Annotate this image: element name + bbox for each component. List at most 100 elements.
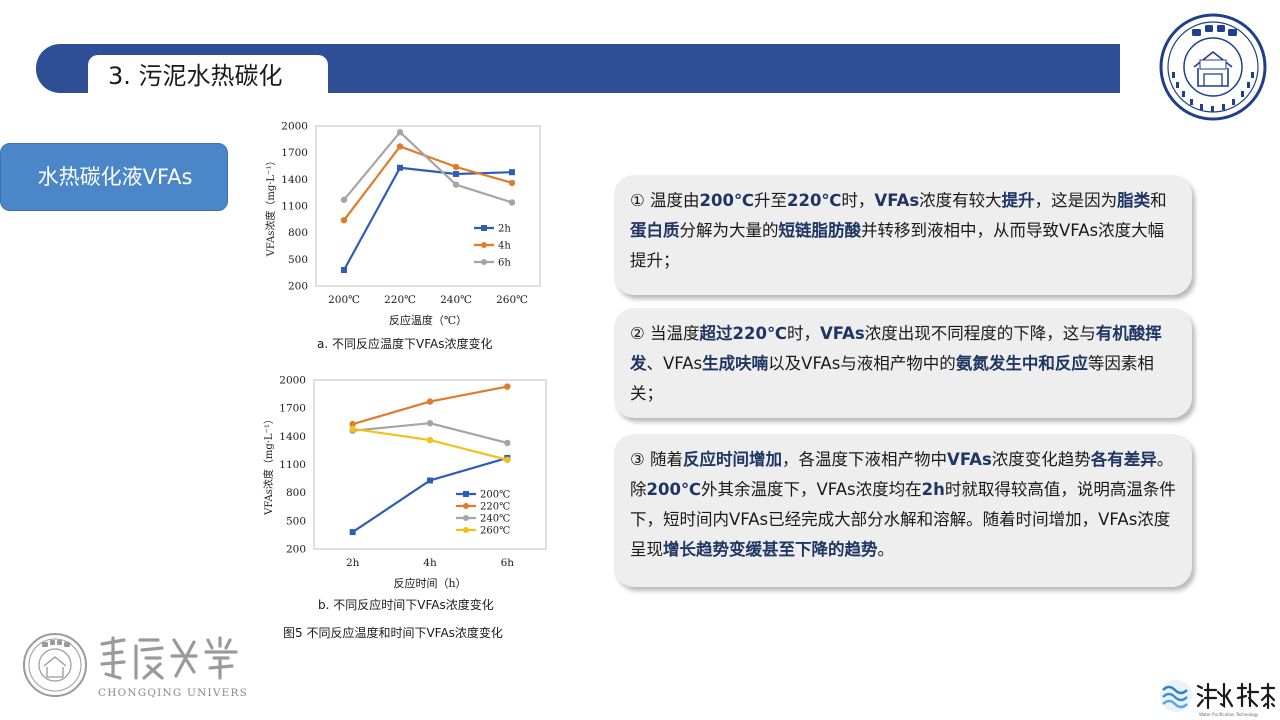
- legend-marker: [481, 225, 487, 231]
- data-point: [427, 477, 433, 484]
- vfa-badge-label: 水热碳化液VFAs: [37, 165, 193, 189]
- note-keyword: 反应时间增加: [683, 450, 783, 469]
- plot-frame: [313, 379, 547, 550]
- data-point: [504, 383, 511, 390]
- note-card-time-effect: ③ 随着反应时间增加，各温度下液相产物中VFAs浓度变化趋势各有差异。除200℃…: [614, 434, 1192, 587]
- chart-a-caption: a. 不同反应温度下VFAs浓度变化: [317, 337, 493, 351]
- data-point: [452, 163, 460, 171]
- note-phrase: 浓度变化趋势: [991, 450, 1091, 469]
- note-phrase: 时，: [841, 191, 875, 210]
- note-phrase: 以及VFAs与液相产物中的: [768, 354, 956, 373]
- note-keyword: 蛋白质: [630, 221, 680, 240]
- data-point: [349, 420, 356, 428]
- figure-caption: 图5 不同反应温度和时间下VFAs浓度变化: [283, 626, 503, 640]
- data-point: [340, 196, 348, 203]
- legend-label: 6h: [498, 258, 511, 269]
- series-line-2h: [343, 166, 513, 271]
- note-phrase: 、VFAs: [646, 354, 703, 373]
- note-keyword: 脂类: [1117, 191, 1151, 210]
- y-tick-label: 500: [286, 515, 306, 527]
- series-line-4h: [343, 145, 513, 221]
- series-line-6h: [343, 131, 513, 204]
- university-seal-logo: [1159, 13, 1267, 121]
- legend-label: 200℃: [480, 490, 510, 501]
- note-phrase: 浓度有较大: [919, 191, 1002, 210]
- x-tick-label: 2h: [346, 557, 360, 569]
- note-card-temperature-rise: ① 温度由200℃升至220℃时，VFAs浓度有较大提升，这是因为脂类和蛋白质分…: [614, 175, 1192, 295]
- x-axis-title: 反应温度（℃）: [389, 313, 467, 327]
- y-tick-label: 2000: [281, 121, 308, 133]
- x-axis-title: 反应时间（h）: [393, 576, 466, 590]
- legend-marker: [463, 503, 469, 509]
- chart-temperature-vfa: 200 500 800 1100 1400 1700 2000 200℃ 220℃ 240℃ 260…: [264, 121, 541, 327]
- y-tick-label: 500: [288, 254, 308, 266]
- x-tick-label: 6h: [501, 557, 515, 569]
- x-tick-label: 240℃: [440, 294, 472, 306]
- note-phrase: 升至: [753, 191, 787, 210]
- note-keyword: 200℃: [699, 191, 754, 210]
- note-text: ① 温度由200℃升至220℃时，VFAs浓度有较大提升，这是因为脂类和蛋白质分…: [630, 186, 1178, 276]
- y-tick-label: 2000: [279, 375, 306, 387]
- university-wordmark: CHONGQING UNIVERSITY: [98, 636, 246, 699]
- note-keyword: 短链脂肪酸: [778, 221, 862, 240]
- note-keyword: 各有差异: [1090, 450, 1157, 469]
- legend-label: 2h: [498, 224, 511, 235]
- note-keyword: VFAs: [947, 450, 992, 469]
- plot-frame: [315, 125, 541, 287]
- note-keyword: 200℃: [646, 480, 701, 499]
- data-point: [508, 199, 516, 206]
- x-tick-label: 260℃: [496, 294, 528, 306]
- svg-text:CHONGQING UNIVERSITY: CHONGQING UNIVERSITY: [98, 687, 246, 699]
- note-keyword: 2h: [921, 480, 945, 499]
- legend-marker: [463, 515, 469, 521]
- note-keyword: 有机酸挥发: [630, 324, 1162, 373]
- note-text: ③ 随着反应时间增加，各温度下液相产物中VFAs浓度变化趋势各有差异。除200℃…: [630, 445, 1178, 565]
- data-point: [504, 456, 511, 464]
- note-keyword: 220℃: [786, 191, 842, 210]
- note-phrase: 时就取得较高值，说明高温条件下，短时间内VFAs已经完成大部分水解和溶解。随着时…: [630, 480, 1176, 559]
- y-axis-title: VFAs浓度（mg·L⁻¹）: [264, 156, 277, 258]
- x-tick-label: 4h: [423, 557, 437, 569]
- note-phrase: 分解为大量的: [679, 221, 779, 240]
- y-tick-label: 1100: [281, 201, 308, 213]
- note-keyword: VFAs: [819, 324, 865, 343]
- y-tick-label: 1400: [281, 174, 308, 186]
- chart-b-caption: b. 不同反应时间下VFAs浓度变化: [318, 598, 494, 612]
- legend-label: 4h: [498, 241, 511, 252]
- note-phrase: ① 温度由: [630, 191, 700, 210]
- data-point: [340, 217, 348, 224]
- vfa-section-badge: 水热碳化液VFAs: [0, 143, 228, 211]
- legend-marker: [481, 242, 487, 248]
- data-point: [426, 436, 434, 444]
- data-point: [453, 171, 459, 177]
- y-tick-label: 1700: [279, 403, 306, 415]
- y-tick-label: 1700: [281, 147, 308, 159]
- data-point: [396, 143, 404, 150]
- data-point: [508, 179, 516, 187]
- legend-label: 240℃: [480, 514, 510, 525]
- legend-label: 260℃: [480, 526, 510, 537]
- x-tick-label: 220℃: [384, 294, 416, 306]
- series-line-260℃: [352, 427, 508, 461]
- note-phrase: 等因素相关；: [630, 354, 1154, 403]
- data-point: [426, 398, 434, 405]
- y-axis-title: VFAs浓度（mg·L⁻¹）: [262, 414, 275, 516]
- y-tick-label: 1400: [279, 431, 306, 443]
- data-point: [509, 169, 515, 176]
- data-point: [396, 129, 404, 136]
- note-phrase: ，各温度下液相产物中: [782, 450, 948, 469]
- y-tick-label: 800: [286, 487, 306, 499]
- note-phrase: 浓度出现不同程度的下降，这与: [864, 324, 1096, 343]
- note-keyword: VFAs: [874, 191, 920, 210]
- legend-label: 220℃: [480, 502, 510, 513]
- legend-marker: [463, 527, 469, 533]
- data-point: [349, 529, 356, 536]
- note-card-temperature-decline: ② 当温度超过220℃时，VFAs浓度出现不同程度的下降，这与有机酸挥发、VFA…: [614, 308, 1192, 418]
- data-point: [341, 267, 347, 273]
- data-point: [397, 164, 403, 171]
- note-keyword: 提升: [1001, 191, 1035, 210]
- water-technology-logo: Water Purification Technology: [1160, 680, 1276, 717]
- note-phrase: 时，: [786, 324, 820, 343]
- data-point: [452, 181, 460, 188]
- note-keyword: 氨氮发生中和反应: [955, 354, 1088, 373]
